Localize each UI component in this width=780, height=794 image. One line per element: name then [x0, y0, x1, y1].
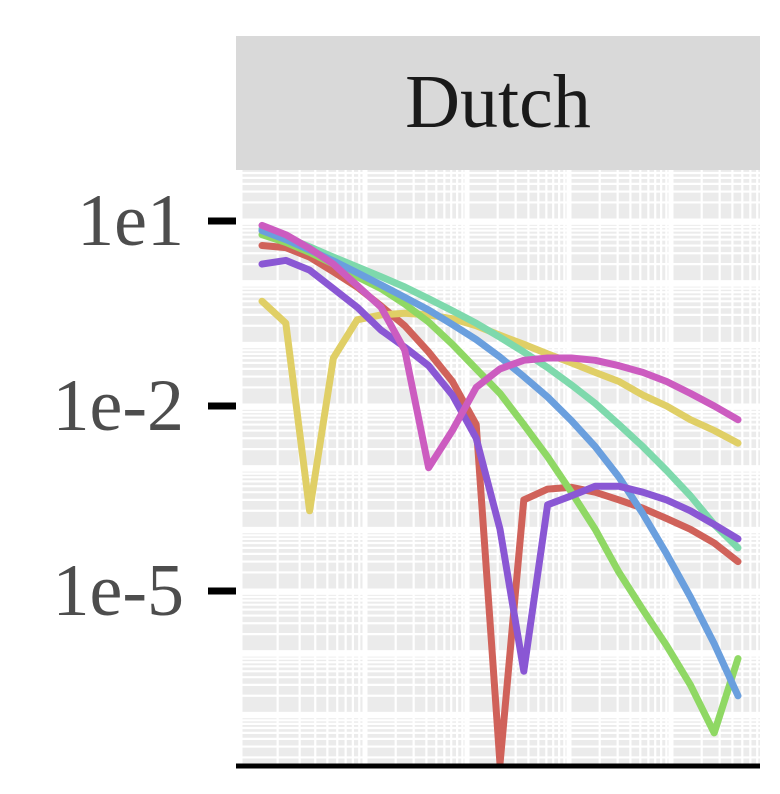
y-tick-label: 1e-2	[53, 365, 185, 447]
series-line-7	[258, 221, 742, 472]
strip-background	[236, 36, 760, 170]
series-lines	[258, 221, 742, 768]
strip-label: Dutch	[405, 60, 591, 144]
series-line-4	[258, 225, 742, 552]
y-tick-label: 1e1	[77, 180, 184, 262]
y-tick-label: 1e-5	[53, 550, 185, 632]
y-axis: 1e1 1e-2 1e-5	[53, 180, 236, 632]
series-line-5	[258, 227, 742, 700]
series-line-6	[258, 256, 742, 675]
